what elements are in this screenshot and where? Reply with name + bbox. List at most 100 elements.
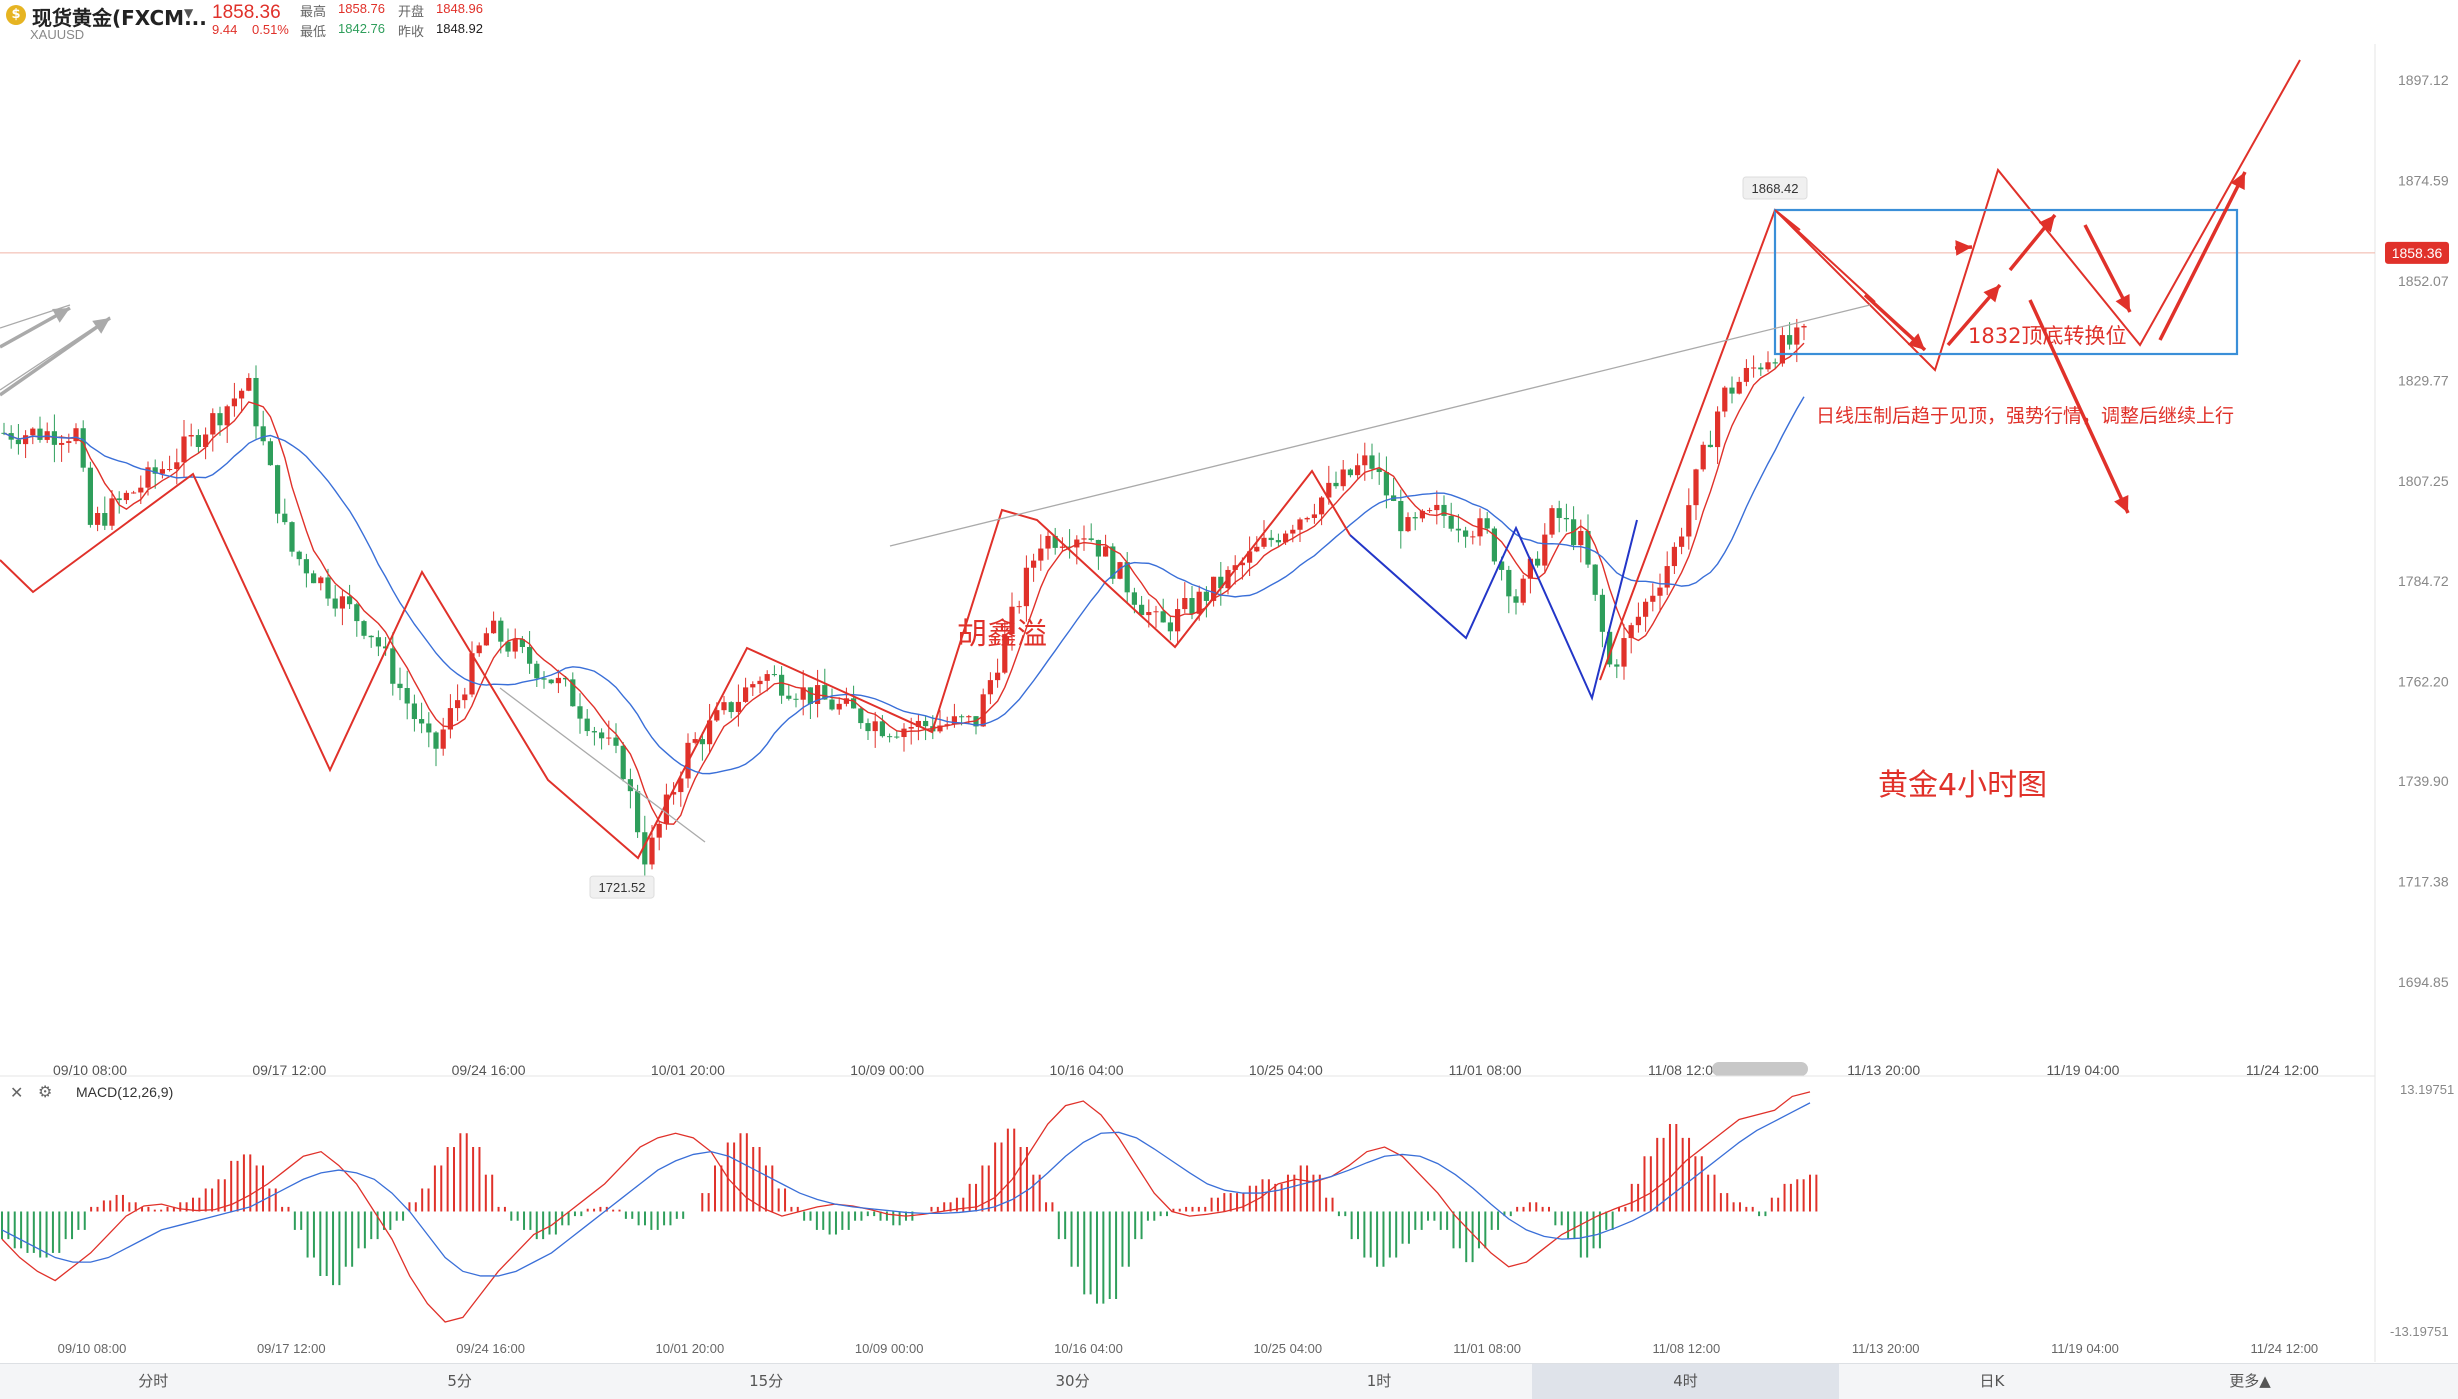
candle-body xyxy=(80,428,86,468)
candle-body xyxy=(1031,560,1037,568)
candle-body xyxy=(663,794,669,824)
price-chart[interactable]: 1897.12 1874.59 1852.07 1829.77 1807.25 1784.… xyxy=(0,0,2458,1362)
macd-dea-line xyxy=(1,1102,1811,1277)
consolidation-zone-box xyxy=(1773,208,2239,356)
candle-body xyxy=(1232,565,1238,570)
candle-body xyxy=(1412,517,1418,519)
candle-body xyxy=(563,677,569,680)
candle-body xyxy=(1283,533,1289,543)
gold-logo-icon: $ xyxy=(6,5,26,25)
candle-body xyxy=(325,577,331,599)
candle-body xyxy=(1765,362,1771,370)
time-tick-label: 10/01 20:00 xyxy=(651,1062,725,1078)
candle-body xyxy=(584,718,590,732)
tab-timeframe[interactable]: 分时 xyxy=(138,1372,169,1390)
price-tick-label: 1829.77 xyxy=(2398,372,2449,388)
candle-body xyxy=(498,620,504,642)
candle-body xyxy=(1268,537,1274,541)
candle-body xyxy=(1146,612,1152,616)
arrow-down-2-shaft xyxy=(2083,224,2132,313)
candle-body xyxy=(707,720,713,745)
candle-body xyxy=(1052,535,1058,548)
arrow-gray-lower-head xyxy=(92,318,110,334)
close-icon[interactable]: ✕ xyxy=(10,1083,24,1102)
candle-body xyxy=(138,487,144,493)
candle-body xyxy=(368,635,374,638)
instrument-name[interactable]: 现货黄金(FXCM... xyxy=(32,6,207,30)
tab-timeframe[interactable]: 日K xyxy=(1979,1372,2005,1390)
candle-body xyxy=(181,436,187,463)
down-arrow-line xyxy=(1774,209,1876,303)
candle-body xyxy=(1491,528,1497,562)
candle-body xyxy=(390,648,396,684)
candle-body xyxy=(167,469,173,471)
tab-timeframe[interactable]: 15分 xyxy=(749,1372,784,1390)
candle-body xyxy=(59,442,65,445)
candle-body xyxy=(959,716,965,718)
candle-body xyxy=(541,678,547,680)
tab-timeframe[interactable]: 1时 xyxy=(1366,1372,1392,1390)
candle-body xyxy=(995,672,1001,681)
tab-timeframe[interactable]: 更多▲ xyxy=(2229,1372,2271,1390)
tab-timeframe[interactable]: 4时 xyxy=(1532,1364,1839,1399)
candle-body xyxy=(404,688,410,704)
candle-body xyxy=(1290,529,1296,534)
candle-body xyxy=(383,646,389,649)
candle-body xyxy=(1693,469,1699,506)
candle-body xyxy=(534,663,540,679)
candle-body xyxy=(527,646,533,664)
candle-body xyxy=(483,633,489,646)
candle-body xyxy=(800,687,806,700)
time-tick-label: 10/16 04:00 xyxy=(1050,1062,1124,1078)
time-tick-label: 11/19 04:00 xyxy=(2047,1062,2120,1078)
chevron-down-icon[interactable]: ▼ xyxy=(184,6,194,20)
ma-short-line xyxy=(3,342,1805,825)
candle-body xyxy=(735,701,741,713)
candle-body xyxy=(1002,634,1008,673)
candle-body xyxy=(1463,530,1469,537)
candle-body xyxy=(1160,611,1166,623)
open-value: 1848.96 xyxy=(436,1,483,16)
candle-body xyxy=(591,731,597,733)
candle-body xyxy=(786,695,792,699)
candle-body xyxy=(296,551,302,560)
candle-body xyxy=(282,513,288,523)
price-tick-label: 1739.90 xyxy=(2398,773,2449,789)
candle-body xyxy=(1167,622,1173,632)
candle-body xyxy=(1563,517,1569,520)
low-label: 最低 xyxy=(300,25,327,40)
candle-body xyxy=(1376,468,1382,473)
high-value: 1858.76 xyxy=(338,1,385,16)
candle-body xyxy=(1261,537,1267,547)
macd-histogram xyxy=(1,1124,1818,1304)
candle-body xyxy=(1549,508,1555,535)
candle-body xyxy=(1787,335,1793,345)
tab-timeframe[interactable]: 30分 xyxy=(1055,1372,1090,1390)
candle-body xyxy=(1405,517,1411,532)
instrument-header: $ 现货黄金(FXCM... ▼ XAUUSD 1858.36 9.44 0.5… xyxy=(0,0,900,44)
candle-body xyxy=(23,435,29,445)
candle-body xyxy=(1513,596,1519,603)
instrument-code: XAUUSD xyxy=(30,27,85,42)
tab-timeframe[interactable]: 5分 xyxy=(447,1372,472,1390)
price-change: 9.44 xyxy=(212,22,238,37)
arrow-down-1-head xyxy=(1907,333,1925,350)
candle-body xyxy=(397,683,403,689)
candlestick-series xyxy=(1,318,1807,876)
macd-time-tick-label: 11/08 12:00 xyxy=(1653,1341,1721,1356)
gear-icon[interactable]: ⚙ xyxy=(38,1082,53,1101)
candle-body xyxy=(1189,598,1195,614)
zigzag-wave-red xyxy=(0,469,1351,860)
prev-close-value: 1848.92 xyxy=(436,21,483,36)
candle-body xyxy=(764,674,770,681)
candle-body xyxy=(1110,546,1116,579)
candle-body xyxy=(87,467,93,525)
projection-line-gray xyxy=(499,687,706,843)
candle-body xyxy=(858,708,864,724)
candle-body xyxy=(419,719,425,724)
candle-body xyxy=(671,792,677,795)
candle-body xyxy=(1326,482,1332,498)
time-tick-label: 09/10 08:00 xyxy=(53,1062,127,1078)
candle-body xyxy=(678,778,684,793)
candle-body xyxy=(851,698,857,709)
